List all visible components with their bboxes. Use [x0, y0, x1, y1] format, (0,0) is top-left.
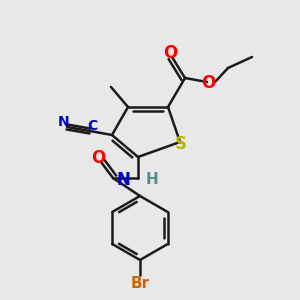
Text: N: N: [116, 171, 130, 189]
Text: Br: Br: [130, 275, 150, 290]
Text: C: C: [87, 119, 97, 133]
Text: O: O: [201, 74, 215, 92]
Text: S: S: [175, 135, 187, 153]
Text: O: O: [91, 149, 105, 167]
Text: O: O: [163, 44, 177, 62]
Text: H: H: [146, 172, 159, 188]
Text: N: N: [58, 115, 70, 129]
